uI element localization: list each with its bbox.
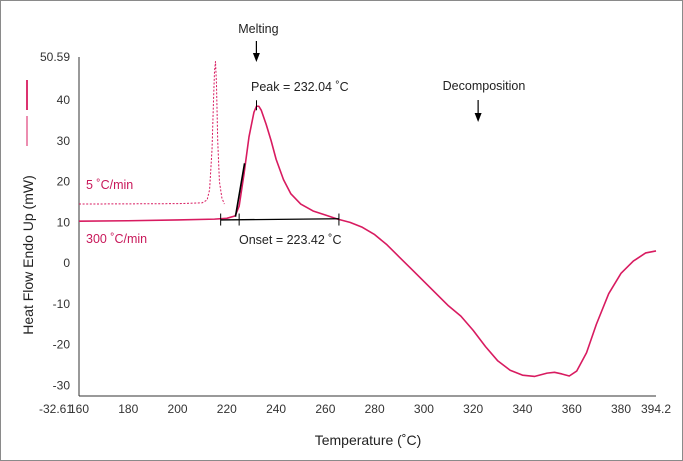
y-tick-label: 50.59 xyxy=(40,50,70,64)
decomposition-arrow-head xyxy=(475,113,482,122)
x-tick-label: 394.2 xyxy=(641,402,671,416)
peak-label: Peak = 232.04 ˚C xyxy=(251,80,349,94)
axes xyxy=(79,57,656,396)
x-tick-label: 240 xyxy=(266,402,286,416)
x-tick-label: 320 xyxy=(463,402,483,416)
y-tick-label: 0 xyxy=(63,256,70,270)
series-label-5-c-per-min: 5 ˚C/min xyxy=(86,178,133,192)
x-tick-label: 260 xyxy=(315,402,335,416)
series-line-300-c-per-min xyxy=(79,106,656,376)
y-tick-label: -30 xyxy=(53,378,71,392)
x-tick-label: 300 xyxy=(414,402,434,416)
onset-baseline xyxy=(221,219,339,220)
decomposition-label: Decomposition xyxy=(443,79,526,93)
melting-label: Melting xyxy=(238,22,278,36)
y-tick-label: 20 xyxy=(57,175,71,189)
annotations: Melting Peak = 232.04 ˚C Decomposition Onse… xyxy=(238,22,525,247)
onset-label: Onset = 223.42 ˚C xyxy=(239,233,342,247)
series-label-300-c-per-min: 300 ˚C/min xyxy=(86,232,147,246)
melting-arrow-head xyxy=(253,53,260,62)
onset-tangent xyxy=(235,163,244,216)
x-tick-label: 340 xyxy=(512,402,532,416)
x-tick-label: 380 xyxy=(611,402,631,416)
x-tick-label: 200 xyxy=(168,402,188,416)
x-axis-title: Temperature (˚C) xyxy=(315,432,422,448)
curves xyxy=(79,61,656,376)
y-tick-label: 10 xyxy=(57,215,71,229)
y-tick-label: -20 xyxy=(53,338,71,352)
y-tick-label: 30 xyxy=(57,134,71,148)
x-tick-label: 180 xyxy=(118,402,138,416)
x-tick-label: 360 xyxy=(562,402,582,416)
x-tick-label: 280 xyxy=(365,402,385,416)
y-tick-label: -10 xyxy=(53,297,71,311)
x-tick-label: 220 xyxy=(217,402,237,416)
y-tick-label: 40 xyxy=(57,93,71,107)
y-axis-title: Heat Flow Endo Up (mW) xyxy=(20,175,36,334)
y-min-label: -32.61 xyxy=(39,402,73,416)
